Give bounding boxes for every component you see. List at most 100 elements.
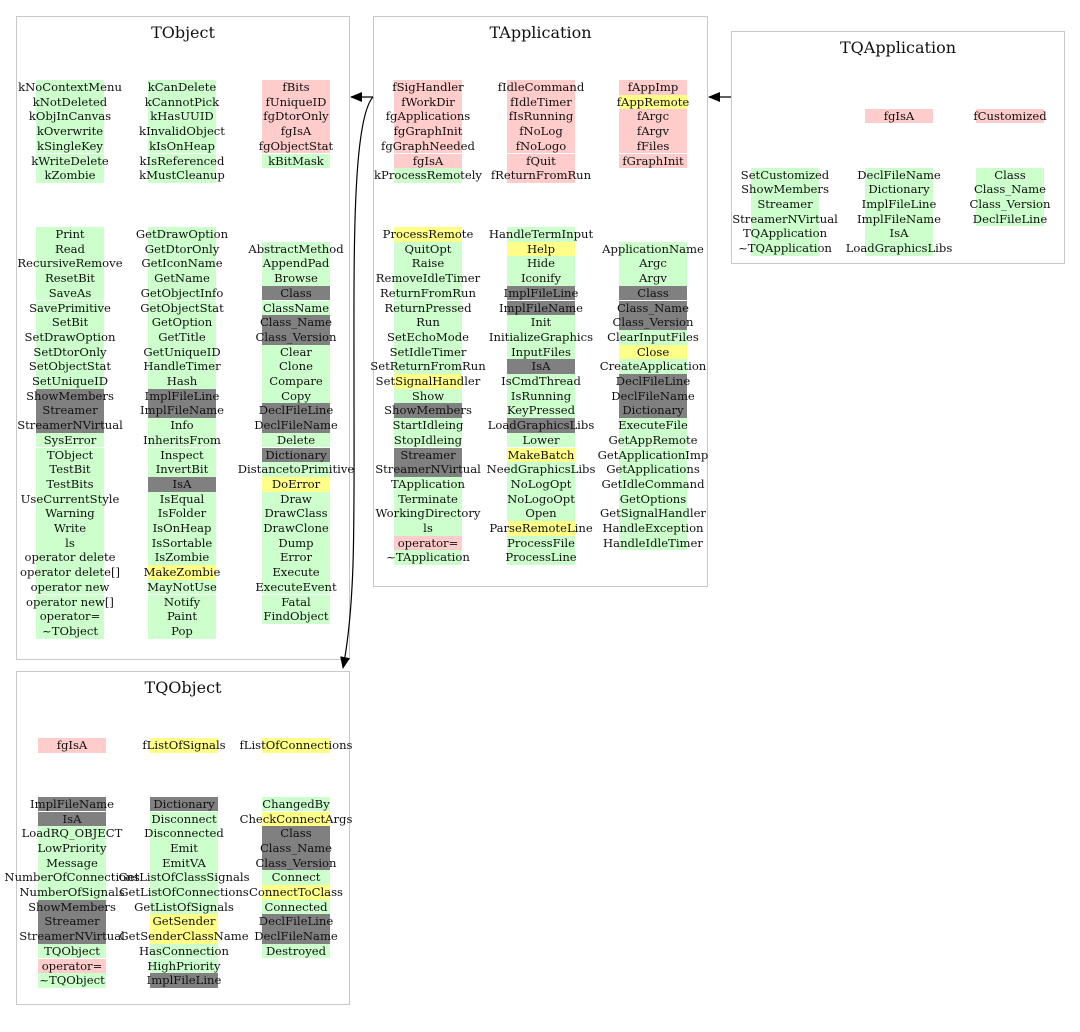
member-label: fgGraphNeeded [381, 138, 475, 153]
member-fappimp: fAppImp [563, 80, 743, 95]
member-fnologo: fNoLogo [451, 138, 631, 154]
member-fgapplications: fgApplications [338, 109, 518, 125]
member-initializegraphics: InitializeGraphics [451, 329, 631, 345]
member-highlight [262, 285, 330, 301]
member-getidlecommand: GetIdleCommand [563, 476, 743, 492]
member-label: operator delete[] [19, 565, 120, 580]
member-highlight [507, 491, 575, 507]
member-highlight [619, 300, 687, 316]
member-label: SetUniqueID [31, 374, 109, 388]
member-highlight [507, 418, 575, 433]
member-label: SetDtorOnly [33, 344, 107, 359]
member-numberofconnections: NumberOfConnections [0, 870, 162, 885]
member-isa: IsA [809, 226, 989, 241]
member-label: GetApplications [606, 462, 700, 477]
member-highlight [38, 929, 106, 944]
member-fgisa: fgIsA [809, 108, 989, 124]
member-label: Show [411, 388, 445, 403]
member-label: fgIsA [883, 108, 915, 123]
member-label: ImplFileLine [503, 285, 579, 300]
member-kzombie: kZombie [0, 168, 160, 183]
member-argc: Argc [563, 256, 743, 272]
member-init: Init [451, 315, 631, 330]
member-declfilename: DeclFileName [206, 418, 386, 433]
class-title: TApplication [489, 23, 592, 42]
member-testbit: TestBit [0, 462, 160, 477]
member-label: ApplicationName [602, 241, 704, 256]
member-label: Run [416, 315, 440, 330]
member-label: fgApplications [385, 109, 471, 124]
member-label: GetIconName [141, 256, 223, 271]
member-label: Dictionary [868, 182, 930, 197]
member-label: HandleIdleTimer [603, 535, 703, 550]
member-streamernvirtual: StreamerNVirtual [338, 462, 518, 477]
member-label: kNotDeleted [32, 94, 108, 109]
member-highlight [262, 153, 330, 169]
member-label: operator= [41, 958, 103, 973]
member-highlight [38, 855, 106, 871]
member-pop: Pop [92, 623, 272, 639]
member-highlight [507, 462, 575, 477]
member-highlight [36, 388, 104, 404]
member-class-name: Class_Name [920, 182, 1080, 197]
member-label: operator delete [24, 550, 116, 565]
member-fargv: fArgv [563, 124, 743, 139]
member-highlight [36, 432, 104, 448]
member-label: Message [46, 855, 98, 870]
member-error: Error [206, 550, 386, 566]
member-fidletimer: fIdleTimer [451, 94, 631, 110]
member-label: ParseRemoteLine [489, 521, 593, 535]
member-highlight [148, 168, 216, 183]
member-label: Dictionary [265, 447, 327, 462]
member-label: ShowMembers [26, 388, 114, 403]
member-label: NoLogoOpt [507, 491, 575, 506]
member-label: GetObjectInfo [140, 285, 224, 300]
member-recursiveremove: RecursiveRemove [0, 256, 160, 272]
member-highlight [394, 550, 462, 566]
member-highlight [148, 153, 216, 169]
member-nologopt: NoLogOpt [451, 476, 631, 492]
member-tobject: TObject [0, 447, 160, 463]
member-processremote: ProcessRemote [338, 227, 518, 242]
member-tobject: ~TObject [0, 623, 160, 639]
member-label: FindObject [263, 609, 329, 624]
member-highlight [751, 196, 819, 212]
member-highlight [148, 80, 216, 95]
class-box-tqobject: TQObject fgIsA ImplFileName IsA LoadRQ_OBJE… [4, 671, 353, 1005]
member-label: NumberOfConnections [4, 870, 140, 885]
member-label: kCannotPick [144, 94, 220, 109]
member-highlight [507, 241, 575, 257]
member-appendpad: AppendPad [206, 256, 386, 272]
member-highlight [36, 256, 104, 272]
member-fworkdir: fWorkDir [338, 94, 518, 110]
member-class: Class [206, 285, 386, 301]
member-highlight [507, 388, 575, 404]
member-label: Class [994, 167, 1026, 182]
member-label: GetUniqueID [143, 344, 221, 359]
member-class-name: Class_Name [206, 315, 386, 330]
member-highlight [394, 138, 462, 154]
member-label: DeclFileName [857, 167, 941, 182]
member-highlight [619, 109, 687, 125]
member-tapplication: TApplication [338, 476, 518, 492]
member-fargc: fArgc [563, 109, 743, 125]
member-highlight [38, 885, 106, 900]
member-label: fSigHandler [392, 80, 464, 94]
member-fggraphneeded: fgGraphNeeded [338, 138, 518, 154]
member-label: IsRunning [510, 388, 572, 403]
member-label: RemoveIdleTimer [375, 271, 481, 286]
member-operator: operator= [338, 535, 518, 551]
member-highlight [148, 359, 216, 374]
member-label: fgIsA [412, 153, 444, 168]
member-iszombie: IsZombie [92, 550, 272, 566]
member-label: GetTitle [158, 329, 206, 344]
member-label: Class_Version [969, 196, 1051, 211]
member-label: fWorkDir [401, 94, 455, 109]
member-label: kWriteDelete [31, 153, 109, 168]
member-label: Open [525, 506, 557, 521]
member-doerror: DoError [206, 476, 386, 492]
member-highlight [394, 241, 462, 257]
member-label: fNoLogo [515, 138, 567, 153]
member-highlight [394, 403, 462, 419]
member-label: StopIdleing [393, 432, 463, 447]
